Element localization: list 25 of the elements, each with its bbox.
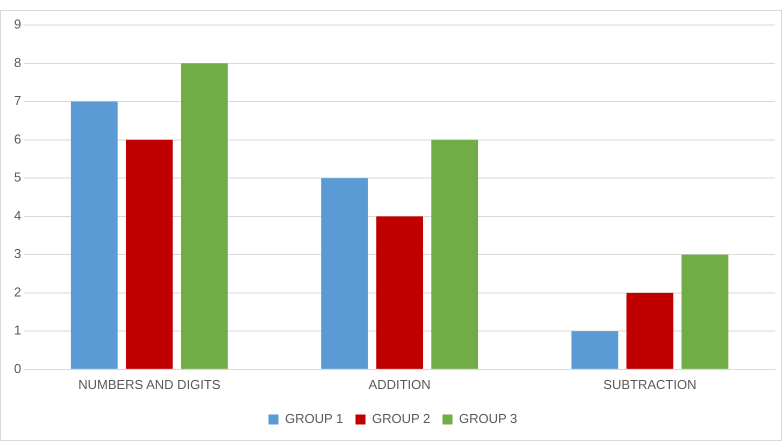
x-tick-label: ADDITION bbox=[368, 376, 431, 392]
legend-label: GROUP 2 bbox=[372, 411, 430, 426]
y-tick-label: 7 bbox=[14, 93, 22, 108]
bar bbox=[376, 216, 424, 369]
y-tick-label: 5 bbox=[14, 170, 22, 185]
bar bbox=[321, 178, 368, 369]
y-tick-label: 3 bbox=[14, 246, 22, 262]
x-tick-label: SUBTRACTION bbox=[603, 376, 696, 392]
y-tick-label: 6 bbox=[14, 131, 22, 146]
bar bbox=[571, 331, 618, 369]
y-tick-label: 9 bbox=[14, 16, 22, 32]
legend-label: GROUP 1 bbox=[284, 411, 344, 426]
y-tick-label: 2 bbox=[14, 284, 22, 300]
y-tick-label: 4 bbox=[14, 208, 22, 223]
legend-label: GROUP 3 bbox=[459, 411, 518, 426]
bar bbox=[181, 63, 228, 369]
x-tick-label: NUMBERS AND DIGITS bbox=[78, 376, 221, 392]
bar bbox=[626, 292, 674, 369]
bar bbox=[70, 102, 118, 369]
y-tick-label: 0 bbox=[14, 360, 22, 376]
y-tick-label: 1 bbox=[14, 322, 22, 338]
bar bbox=[431, 140, 478, 369]
bar bbox=[126, 140, 173, 369]
y-tick-label: 8 bbox=[14, 54, 22, 70]
bar bbox=[682, 254, 728, 369]
